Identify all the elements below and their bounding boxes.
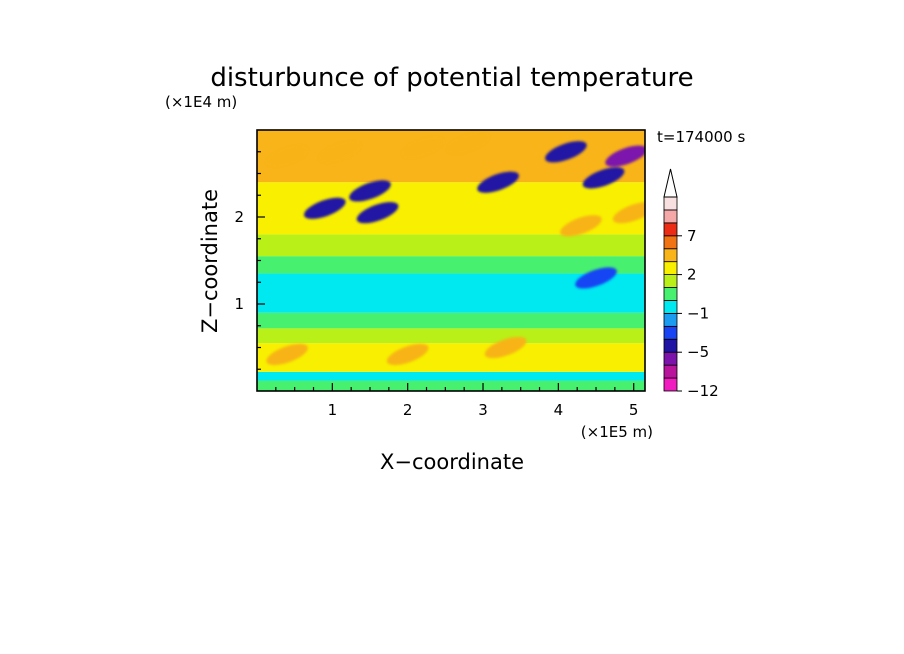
y-tick-label: 1 [234, 295, 244, 313]
contour-bands [257, 130, 645, 391]
contour-feature [386, 343, 429, 366]
contour-band [257, 234, 645, 257]
colorbar-tick-label: 2 [687, 266, 697, 284]
colorbar-tick-label: 7 [687, 227, 697, 245]
x-tick-label: 2 [403, 401, 413, 419]
contour-band [257, 328, 645, 344]
colorbar-swatch [663, 338, 678, 353]
colorbar-swatch [663, 209, 678, 224]
colorbar-swatch [663, 300, 678, 314]
contour-feature [303, 197, 346, 219]
contour-feature [356, 202, 399, 224]
colorbar-swatch [663, 351, 678, 366]
colorbar: −12−5−127 [663, 168, 719, 400]
x-unit-label: (×1E5 m) [581, 423, 653, 441]
colorbar-swatch [663, 312, 678, 327]
contour-band [257, 256, 645, 274]
contour-feature [545, 141, 587, 163]
y-tick-label: 2 [234, 208, 244, 226]
contour-band [257, 371, 645, 381]
colorbar-swatch [663, 235, 678, 250]
colorbar-extend-arrow [663, 168, 678, 198]
contour-feature [266, 343, 308, 366]
colorbar-swatch [663, 377, 678, 392]
contour-band [257, 343, 645, 372]
contour-feature [349, 180, 391, 202]
colorbar-swatch [663, 196, 678, 211]
contour-band [257, 312, 645, 329]
contour-feature [575, 267, 617, 289]
y-axis-ticks: 12 [234, 151, 265, 370]
colorbar-swatch [663, 248, 678, 263]
contour-feature [484, 336, 527, 359]
contour-feature [560, 215, 602, 237]
time-label: t=174000 s [657, 128, 745, 146]
colorbar-swatch [663, 364, 678, 379]
colorbar-tick-label: −1 [687, 304, 709, 322]
contour-feature [401, 136, 444, 159]
x-tick-label: 4 [554, 401, 564, 419]
colorbar-tick-label: −5 [687, 343, 709, 361]
colorbar-tick-label: −12 [687, 382, 719, 400]
colorbar-swatch [663, 261, 678, 275]
x-tick-label: 1 [328, 401, 338, 419]
colorbar-swatch [663, 325, 678, 340]
x-axis-label: X−coordinate [380, 450, 524, 474]
contour-feature [605, 145, 645, 167]
contour-feature [612, 202, 645, 224]
contour-feature [582, 167, 625, 189]
chart-title: disturbunce of potential temperature [210, 63, 693, 93]
contour-feature [319, 141, 361, 163]
contour-feature [477, 171, 519, 193]
x-axis-ticks: 1 2 3 4 5 [275, 383, 639, 419]
x-tick-label: 3 [478, 401, 488, 419]
colorbar-swatch [663, 222, 678, 237]
contour-band [257, 380, 645, 391]
contour-features [266, 132, 645, 366]
colorbar-swatch [663, 287, 678, 301]
colorbar-swatch [663, 274, 678, 288]
contour-feature [266, 145, 308, 167]
contour-band [257, 130, 645, 183]
contour-feature [447, 132, 489, 154]
x-tick-label: 5 [629, 401, 639, 419]
contour-field [257, 130, 645, 391]
y-axis-label: Z−coordinate [198, 189, 222, 333]
y-unit-label: (×1E4 m) [165, 93, 237, 111]
